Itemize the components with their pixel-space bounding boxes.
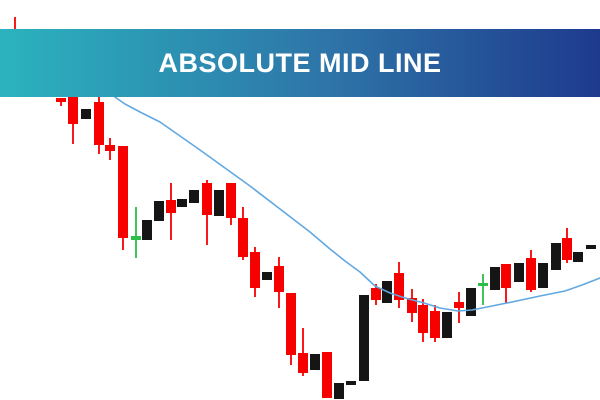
candle-body	[418, 305, 428, 333]
candlestick	[371, 284, 381, 305]
candlestick	[562, 228, 572, 263]
candle-body	[226, 183, 236, 218]
candlestick	[346, 381, 356, 385]
candle-body	[68, 97, 78, 124]
candlestick	[286, 293, 296, 365]
candlestick	[177, 199, 187, 207]
candlestick	[154, 201, 164, 221]
candle-body	[142, 220, 152, 240]
candlestick	[274, 257, 284, 308]
candlestick	[81, 109, 91, 119]
candle-body	[371, 288, 381, 300]
candle-body	[131, 236, 141, 240]
mid-line-indicator	[111, 94, 600, 312]
candlestick	[454, 292, 464, 323]
candlestick	[214, 190, 224, 216]
candlestick	[238, 207, 248, 260]
candle-body	[310, 354, 320, 370]
candle-body	[514, 263, 524, 282]
candle-body	[166, 200, 176, 213]
candle-body	[394, 273, 404, 300]
candle-body	[407, 298, 417, 313]
candle-body	[286, 293, 296, 355]
candlestick	[68, 97, 78, 144]
candlestick	[394, 262, 404, 308]
candle-body	[466, 288, 476, 316]
title-banner: ABSOLUTE MID LINE	[0, 29, 600, 97]
candle-body	[478, 283, 488, 286]
candle-body	[238, 218, 248, 257]
candlestick	[586, 245, 596, 249]
candlestick	[202, 180, 212, 245]
candle-body	[526, 258, 536, 290]
candle-body	[202, 183, 212, 215]
candlestick	[310, 354, 320, 370]
candle-body	[154, 201, 164, 221]
candle-body	[262, 272, 272, 280]
candle-body	[538, 263, 548, 288]
candlestick	[407, 289, 417, 322]
candlestick	[322, 352, 332, 398]
candle-body	[274, 266, 284, 292]
candlestick	[501, 264, 511, 303]
title-banner-inner: ABSOLUTE MID LINE	[26, 48, 574, 79]
candlestick	[418, 299, 428, 342]
candle-body	[490, 267, 500, 290]
candlestick	[573, 252, 583, 262]
candle-body	[94, 102, 104, 145]
candlestick	[105, 138, 115, 160]
doji-candle	[478, 274, 488, 305]
candlestick	[442, 312, 452, 338]
candlestick	[262, 272, 272, 280]
candle-body	[573, 252, 583, 262]
candlestick	[359, 295, 369, 381]
candlestick	[334, 383, 344, 399]
candle-body	[56, 98, 66, 102]
candlestick	[430, 305, 440, 342]
candlestick	[538, 263, 548, 288]
candle-body	[346, 381, 356, 385]
candle-body	[454, 302, 464, 308]
candlestick	[250, 247, 260, 297]
candlestick	[142, 220, 152, 240]
candle-body	[562, 238, 572, 260]
banner-title: ABSOLUTE MID LINE	[158, 47, 442, 78]
candle-body	[430, 311, 440, 338]
doji-candle	[131, 207, 141, 258]
candle-body	[501, 264, 511, 288]
candlestick	[94, 96, 104, 154]
candlestick	[56, 98, 66, 106]
candle-body	[298, 353, 308, 373]
candle-body	[586, 245, 596, 249]
candlestick	[526, 250, 536, 292]
candle-body	[177, 199, 187, 207]
candle-body	[334, 383, 344, 399]
candlestick	[298, 328, 308, 376]
candlestick	[514, 263, 524, 282]
candlestick	[466, 288, 476, 316]
candle-body	[551, 243, 561, 270]
candlestick	[118, 146, 128, 250]
candle-body	[118, 146, 128, 238]
candle-body	[189, 190, 199, 203]
candle-body	[105, 145, 115, 151]
candle-body	[214, 190, 224, 216]
candlestick	[490, 267, 500, 290]
candlestick	[189, 190, 199, 203]
candlestick	[226, 183, 236, 225]
candle-body	[322, 352, 332, 398]
candlestick	[166, 183, 176, 240]
candlestick	[551, 243, 561, 270]
candle-body	[359, 295, 369, 381]
candle-body	[442, 312, 452, 338]
candle-body	[81, 109, 91, 119]
candle-body	[250, 252, 260, 288]
